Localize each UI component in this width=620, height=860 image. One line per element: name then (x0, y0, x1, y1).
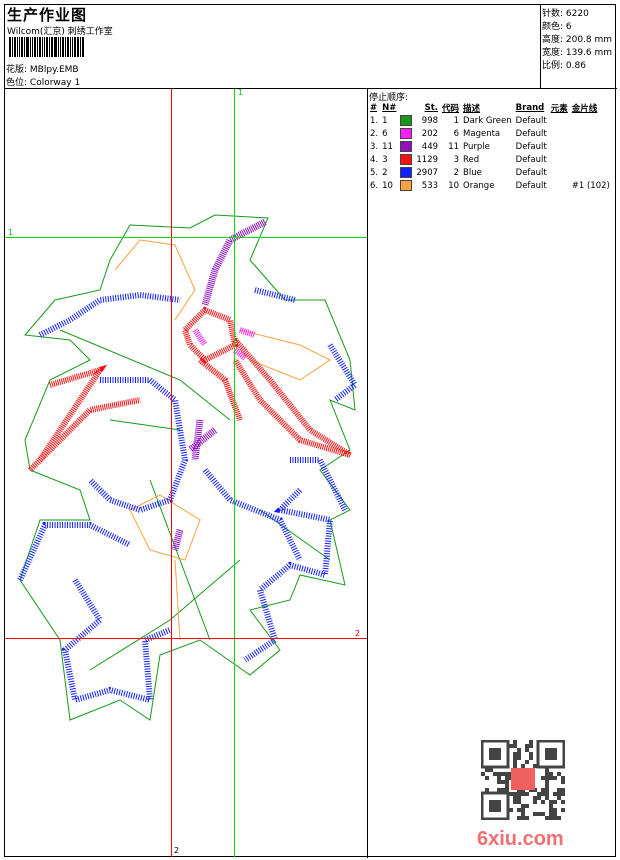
row-needle: 1 (382, 115, 388, 126)
color-swatch (400, 128, 413, 139)
color-swatch (400, 115, 413, 126)
stop-row: 2. 6 202 6 Magenta Default (368, 127, 612, 140)
page-title: 生产作业图 (7, 6, 88, 24)
row-brand: Default (515, 167, 547, 178)
row-desc: Blue (463, 167, 482, 178)
vein (59, 329, 331, 671)
row-sequin: #1 (102) (571, 180, 610, 191)
blue-zigzag (17, 287, 360, 704)
color-swatch (400, 167, 413, 178)
row-stitches: 449 (421, 141, 439, 152)
row-desc: Magenta (463, 128, 501, 139)
stop-row: 6. 10 533 10 Orange Default #1 (102) (368, 179, 612, 192)
row-needle: 10 (382, 180, 393, 191)
row-code: 10 (448, 180, 460, 191)
design-scale: 比例: 0.86 (542, 61, 586, 71)
qr-code (481, 740, 565, 820)
row-code: 2 (453, 167, 460, 178)
guide-label-h2: 2 (355, 629, 361, 638)
row-index: 6. (370, 180, 379, 191)
row-swatch (398, 166, 414, 179)
stitch-count: 针数: 6220 (542, 9, 589, 19)
magenta-satin (192, 327, 256, 361)
row-index: 3. (370, 141, 379, 152)
row-stitches: 533 (421, 180, 439, 191)
row-code: 11 (448, 141, 460, 152)
row-code: 6 (453, 128, 460, 139)
panel-divider (367, 88, 368, 858)
row-swatch (398, 153, 414, 166)
guide-label-v1: 1 (238, 88, 244, 97)
row-stitches: 202 (421, 128, 439, 139)
row-needle: 2 (382, 167, 388, 178)
stop-sequence-title: 停止顺序: (369, 93, 409, 103)
row-stitches: 2907 (416, 167, 439, 178)
col-needle: N# (382, 102, 397, 113)
row-needle: 3 (382, 154, 388, 165)
stop-row: 5. 2 2907 2 Blue Default (368, 166, 612, 179)
row-needle: 6 (382, 128, 388, 139)
colorway: 色位: Colorway 1 (6, 75, 80, 88)
design-label: 花版: (6, 65, 28, 75)
red-satin (27, 306, 352, 473)
design-file: 花版: MBlpy.EMB (6, 62, 79, 75)
col-desc: 描述 (463, 103, 481, 114)
row-index: 4. (370, 154, 379, 165)
company-name: Wilcom(汇京) 刺绣工作室 (7, 27, 113, 37)
row-code: 3 (453, 154, 460, 165)
design-height: 高度: 200.8 mm (542, 35, 613, 45)
row-index: 5. (370, 167, 379, 178)
stop-row: 1. 1 998 1 Dark Green Default (368, 114, 612, 127)
row-index: 1. (370, 115, 379, 126)
sheet-frame (4, 4, 616, 857)
row-desc: Dark Green (463, 115, 512, 126)
design-value: MBlpy.EMB (29, 65, 79, 75)
row-swatch (398, 179, 414, 192)
design-width: 宽度: 139.6 mm (542, 48, 613, 58)
purple-satin (171, 218, 267, 551)
watermark-logo: 6xiu.com (477, 828, 564, 850)
col-code: 代码 (442, 103, 460, 114)
col-stitches: St. (424, 102, 439, 113)
barcode (9, 37, 119, 57)
color-swatch (400, 180, 413, 191)
leaf-outline-upper (19, 214, 356, 721)
row-brand: Default (515, 154, 547, 165)
color-count: 颜色: 6 (542, 22, 572, 32)
col-index: # (370, 102, 378, 113)
row-desc: Red (463, 154, 480, 165)
color-swatch (400, 154, 413, 165)
row-swatch (398, 140, 414, 153)
stop-row: 4. 3 1129 3 Red Default (368, 153, 612, 166)
col-brand: Brand (515, 102, 545, 113)
row-stitches: 1129 (416, 154, 439, 165)
guide-label-v2: 2 (174, 846, 180, 855)
leaf-outlines (19, 214, 356, 721)
col-element: 元素 (550, 103, 568, 114)
row-brand: Default (515, 141, 547, 152)
color-swatch (400, 141, 413, 152)
row-desc: Purple (463, 141, 490, 152)
row-desc: Orange (463, 180, 495, 191)
row-brand: Default (515, 115, 547, 126)
guide-label-h1: 1 (8, 228, 14, 237)
row-brand: Default (515, 128, 547, 139)
colorway-label: 色位: (6, 78, 28, 88)
colorway-value: Colorway 1 (29, 78, 81, 88)
stop-row: 3. 11 449 11 Purple Default (368, 140, 612, 153)
row-needle: 11 (382, 141, 393, 152)
stop-sequence-table: # N# St. 代码 描述 Brand 元素 金片线 1. 1 998 1 Dark … (368, 101, 612, 192)
row-code: 1 (453, 115, 460, 126)
row-swatch (398, 127, 414, 140)
col-sequin: 金片线 (571, 103, 598, 114)
info-divider (540, 4, 541, 88)
row-index: 2. (370, 128, 379, 139)
row-brand: Default (515, 180, 547, 191)
orange-satin (114, 239, 331, 641)
row-stitches: 998 (421, 115, 439, 126)
row-swatch (398, 114, 414, 127)
header-divider (4, 88, 617, 89)
guide-lines (5, 89, 367, 857)
